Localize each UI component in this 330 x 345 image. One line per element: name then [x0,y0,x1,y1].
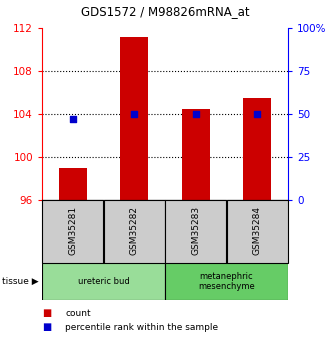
Bar [104,200,165,263]
Point [193,111,198,117]
Point [70,116,75,122]
Bar [165,263,288,300]
Point [255,111,260,117]
Text: GDS1572 / M98826mRNA_at: GDS1572 / M98826mRNA_at [81,5,249,18]
Text: ■: ■ [42,322,51,332]
Text: ureteric bud: ureteric bud [78,277,129,286]
Point [132,111,137,117]
Bar [182,109,210,200]
Text: tissue ▶: tissue ▶ [2,277,38,286]
Text: GSM35282: GSM35282 [130,206,139,255]
Bar [120,37,148,200]
Bar [42,263,165,300]
Text: percentile rank within the sample: percentile rank within the sample [65,323,218,332]
Text: metanephric
mesenchyme: metanephric mesenchyme [198,272,255,291]
Text: ■: ■ [42,308,51,318]
Bar [42,200,103,263]
Bar [59,168,86,200]
Text: GSM35283: GSM35283 [191,206,200,255]
Bar [227,200,288,263]
Text: count: count [65,308,91,317]
Text: GSM35281: GSM35281 [68,206,77,255]
Bar [244,98,271,200]
Text: GSM35284: GSM35284 [253,206,262,255]
Bar [165,200,226,263]
